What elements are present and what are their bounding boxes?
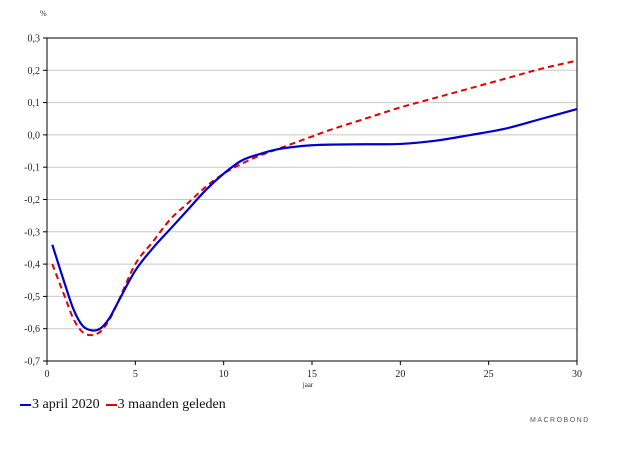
series-line-1 — [51, 107, 578, 332]
legend-swatch-dashed — [105, 404, 117, 406]
legend-label-series-2: 3 maanden geleden — [117, 397, 226, 412]
legend-item-series-2: 3 maanden geleden — [105, 397, 226, 413]
x-tick-label: 10 — [219, 369, 229, 380]
y-tick-label: -0,7 — [24, 357, 40, 368]
legend-item-series-1: 3 april 2020 — [20, 397, 100, 413]
y-tick-label: -0,5 — [24, 292, 40, 303]
series — [51, 59, 578, 337]
y-tick-label: -0,2 — [24, 195, 40, 206]
grid — [47, 69, 577, 330]
y-tick-label: -0,1 — [24, 163, 40, 174]
x-tick-label: 15 — [307, 369, 317, 380]
y-tick-label: 0,0 — [28, 130, 41, 141]
x-axis-label: jaar — [302, 381, 314, 389]
legend-label-series-1: 3 april 2020 — [32, 397, 100, 412]
x-tick-label: 20 — [395, 369, 405, 380]
series-line-2 — [51, 59, 578, 337]
y-tick-label: 0,2 — [28, 66, 41, 77]
x-axis: 0 5 10 15 20 25 30 — [45, 361, 582, 380]
x-tick-label: 0 — [45, 369, 50, 380]
y-tick-label: -0,4 — [24, 260, 40, 271]
x-tick-label: 30 — [572, 369, 582, 380]
unit-label: % — [40, 9, 47, 18]
x-tick-label: 5 — [133, 369, 138, 380]
legend-swatch-solid — [20, 404, 31, 406]
y-tick-label: 0,3 — [28, 34, 41, 45]
x-tick-label: 25 — [484, 369, 494, 380]
y-tick-label: -0,3 — [24, 227, 40, 238]
y-tick-label: -0,6 — [24, 324, 40, 335]
brand-logo: MACROBOND — [530, 417, 590, 424]
y-axis: 0,3 0,2 0,1 0,0 -0,1 -0,2 -0,3 -0,4 -0,5 -0,6 -0,7 — [24, 34, 47, 368]
y-tick-label: 0,1 — [28, 98, 41, 109]
legend: 3 april 2020 3 maanden geleden — [20, 397, 232, 413]
